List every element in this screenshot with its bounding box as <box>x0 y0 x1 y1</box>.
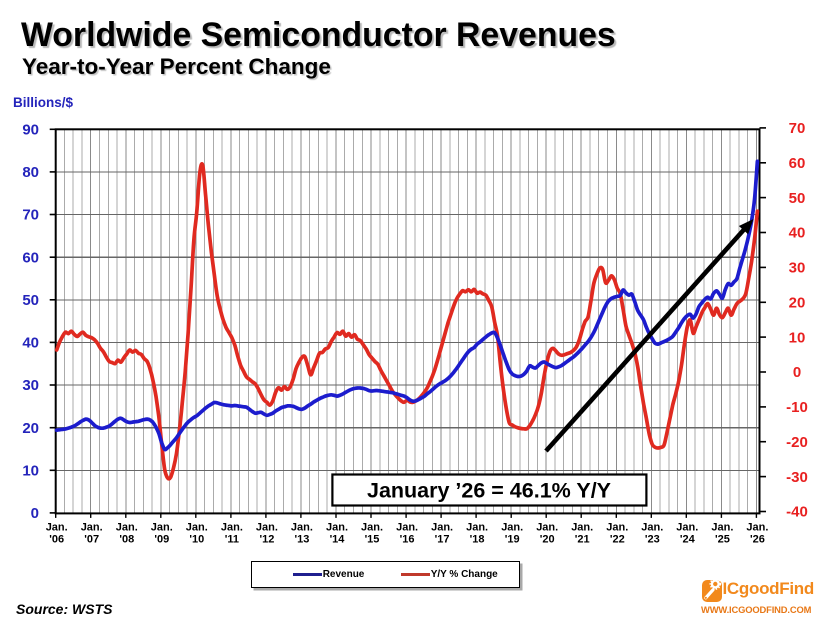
svg-text:Jan.: Jan. <box>536 522 558 534</box>
svg-text:20: 20 <box>789 295 806 312</box>
svg-text:'23: '23 <box>645 534 660 546</box>
svg-text:70: 70 <box>789 120 806 137</box>
svg-text:Jan.: Jan. <box>466 522 488 534</box>
svg-text:'25: '25 <box>715 534 730 546</box>
svg-text:0: 0 <box>793 364 801 381</box>
svg-text:'13: '13 <box>294 534 309 546</box>
svg-text:Jan.: Jan. <box>606 522 628 534</box>
svg-text:Jan.: Jan. <box>116 522 138 534</box>
svg-text:Jan.: Jan. <box>291 522 313 534</box>
svg-text:Jan.: Jan. <box>501 522 523 534</box>
svg-text:50: 50 <box>789 190 806 207</box>
svg-text:'06: '06 <box>49 534 64 546</box>
svg-text:-30: -30 <box>786 469 808 486</box>
svg-text:Jan.: Jan. <box>81 522 103 534</box>
svg-text:'19: '19 <box>505 534 520 546</box>
svg-text:Jan.: Jan. <box>46 522 68 534</box>
svg-text:Jan.: Jan. <box>186 522 208 534</box>
svg-text:Jan.: Jan. <box>221 522 243 534</box>
svg-text:70: 70 <box>22 207 39 224</box>
svg-text:40: 40 <box>22 335 39 352</box>
svg-text:-20: -20 <box>786 434 808 451</box>
svg-text:30: 30 <box>789 260 806 277</box>
svg-text:30: 30 <box>22 377 39 394</box>
svg-text:'10: '10 <box>189 534 204 546</box>
svg-text:0: 0 <box>31 505 39 522</box>
svg-text:Jan.: Jan. <box>746 522 768 534</box>
svg-text:Jan.: Jan. <box>151 522 173 534</box>
svg-text:Jan.: Jan. <box>571 522 593 534</box>
svg-text:Jan.: Jan. <box>396 522 418 534</box>
svg-text:80: 80 <box>22 164 39 181</box>
svg-text:'12: '12 <box>259 534 274 546</box>
svg-text:Jan.: Jan. <box>431 522 453 534</box>
svg-text:'14: '14 <box>330 534 346 546</box>
svg-text:10: 10 <box>789 329 806 346</box>
svg-text:40: 40 <box>789 225 806 242</box>
svg-text:Jan.: Jan. <box>641 522 663 534</box>
svg-text:-40: -40 <box>786 504 808 521</box>
svg-text:'11: '11 <box>225 534 239 546</box>
svg-text:'15: '15 <box>365 534 380 546</box>
svg-text:Jan.: Jan. <box>256 522 278 534</box>
svg-text:'17: '17 <box>435 534 450 546</box>
svg-text:-10: -10 <box>786 399 808 416</box>
svg-text:60: 60 <box>789 155 806 172</box>
svg-text:'21: '21 <box>575 534 590 546</box>
svg-text:'22: '22 <box>610 534 625 546</box>
svg-text:Jan.: Jan. <box>711 522 733 534</box>
svg-text:50: 50 <box>22 292 39 309</box>
svg-text:90: 90 <box>22 122 39 139</box>
svg-text:'08: '08 <box>119 534 134 546</box>
svg-text:'09: '09 <box>154 534 169 546</box>
svg-text:20: 20 <box>22 420 39 437</box>
svg-text:'26: '26 <box>750 534 765 546</box>
svg-text:Jan.: Jan. <box>326 522 348 534</box>
svg-text:'07: '07 <box>84 534 99 546</box>
svg-text:Jan.: Jan. <box>361 522 383 534</box>
svg-text:'18: '18 <box>470 534 485 546</box>
svg-text:60: 60 <box>22 249 39 266</box>
svg-text:10: 10 <box>22 463 39 480</box>
svg-text:Jan.: Jan. <box>676 522 698 534</box>
svg-text:January ’26 = 46.1% Y/Y: January ’26 = 46.1% Y/Y <box>367 479 611 503</box>
svg-text:'20: '20 <box>540 534 555 546</box>
svg-text:'16: '16 <box>400 534 415 546</box>
svg-text:'24: '24 <box>680 534 696 546</box>
